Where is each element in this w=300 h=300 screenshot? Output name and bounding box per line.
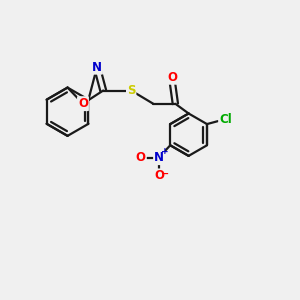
Text: O: O bbox=[78, 97, 88, 110]
Text: Cl: Cl bbox=[219, 112, 232, 126]
Text: +: + bbox=[161, 147, 169, 156]
Text: O: O bbox=[167, 71, 177, 84]
Text: O: O bbox=[136, 151, 146, 164]
Text: O: O bbox=[154, 169, 164, 182]
Text: S: S bbox=[127, 84, 135, 97]
Text: N: N bbox=[92, 61, 102, 74]
Text: −: − bbox=[161, 169, 169, 179]
Text: N: N bbox=[154, 151, 164, 164]
